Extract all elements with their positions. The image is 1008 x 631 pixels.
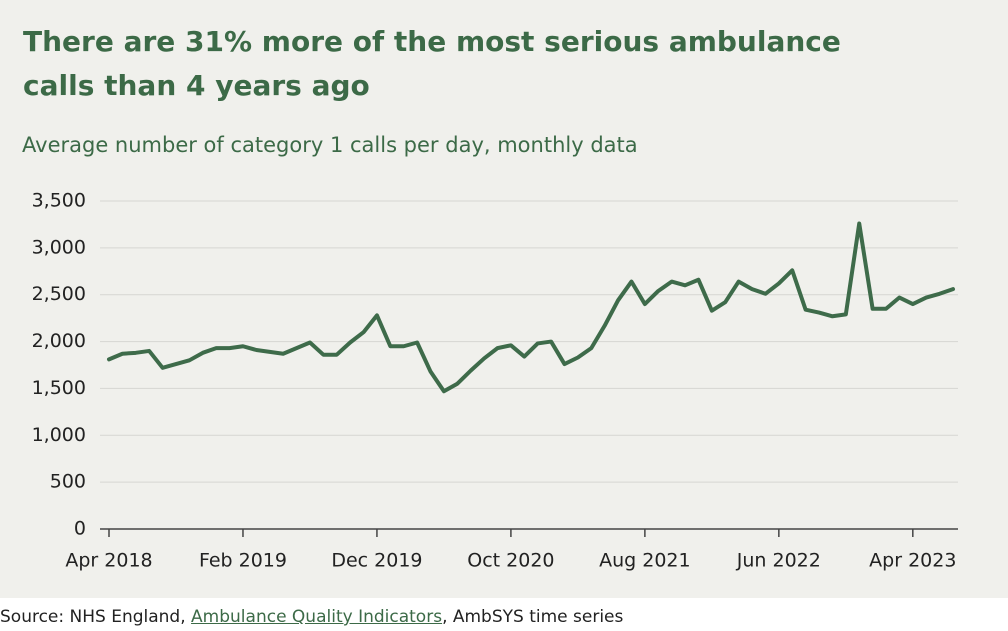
chart: 0 500 1,000 1,500 2,000 2,500 3,000 3,500 Apr 20… bbox=[32, 190, 958, 572]
source-text: Source: NHS England, bbox=[0, 607, 192, 627]
chart-subtitle: Average number of category 1 calls per d… bbox=[22, 133, 638, 157]
x-tick-label: Dec 2019 bbox=[331, 550, 422, 572]
x-tick-label: Apr 2023 bbox=[869, 550, 956, 572]
x-tick-label: Apr 2018 bbox=[65, 550, 152, 572]
y-tick-label: 2,000 bbox=[32, 330, 86, 352]
chart-title: There are 31% more of the most serious a… bbox=[23, 25, 841, 102]
y-tick-label: 2,500 bbox=[32, 283, 86, 305]
y-tick-label: 1,000 bbox=[32, 424, 86, 446]
x-tick-label: Aug 2021 bbox=[599, 550, 691, 572]
x-tick-label: Oct 2020 bbox=[467, 550, 554, 572]
y-tick-label: 500 bbox=[50, 471, 86, 493]
x-tick-label: Jun 2022 bbox=[736, 550, 821, 572]
y-tick-label: 3,500 bbox=[32, 190, 86, 212]
source-note: Source: NHS England, Ambulance Quality I… bbox=[0, 607, 623, 627]
source-link[interactable]: Ambulance Quality Indicators bbox=[191, 607, 443, 627]
y-tick-label: 0 bbox=[74, 518, 86, 540]
x-tick-label: Feb 2019 bbox=[199, 550, 287, 572]
y-tick-label: 1,500 bbox=[32, 377, 86, 399]
source-text: , AmbSYS time series bbox=[442, 607, 624, 627]
y-tick-label: 3,000 bbox=[32, 236, 86, 258]
chart-panel bbox=[0, 0, 1008, 598]
data-line bbox=[107, 221, 955, 394]
